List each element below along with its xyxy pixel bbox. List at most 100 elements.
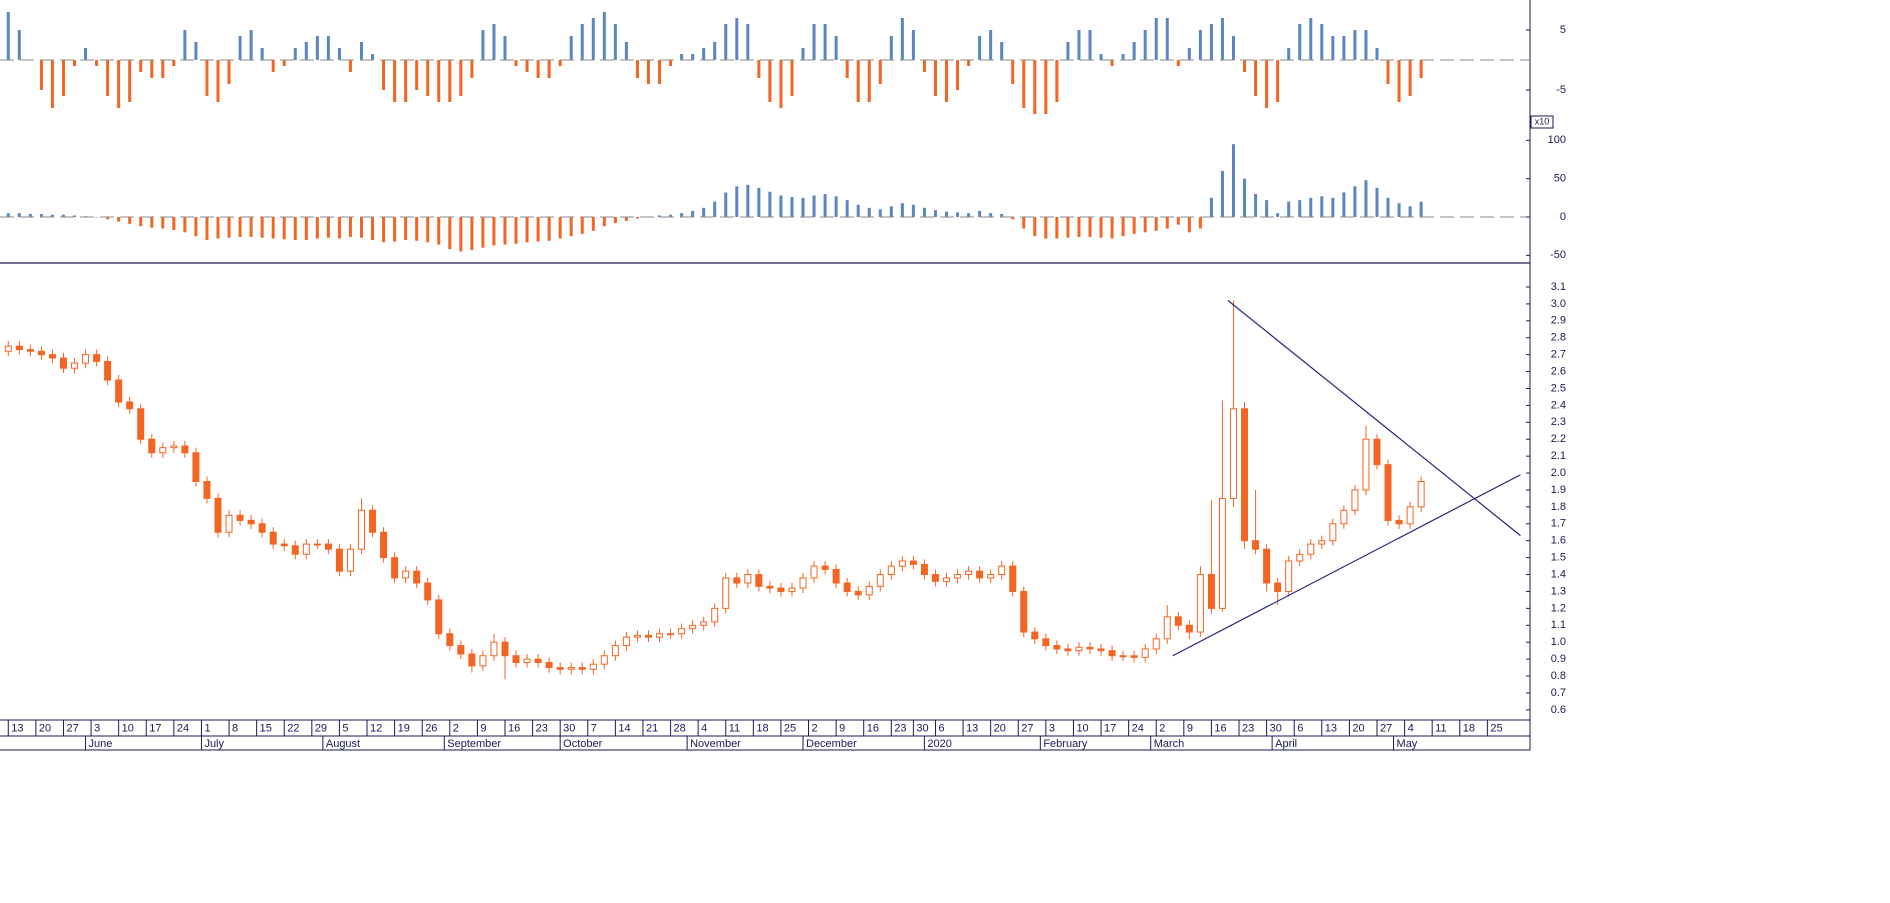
histogram-bar xyxy=(1419,60,1423,78)
histogram-bar xyxy=(1033,60,1037,114)
histogram-bar xyxy=(1331,36,1335,60)
histogram-bar xyxy=(1044,217,1048,239)
histogram-bar xyxy=(1088,217,1092,237)
x-tick-label: 13 xyxy=(966,722,978,734)
histogram-bar xyxy=(95,60,99,66)
y-tick-label: 2.9 xyxy=(1551,315,1566,327)
candle-body xyxy=(501,641,509,657)
histogram-bar xyxy=(1320,24,1324,60)
y-tick-label: 2.2 xyxy=(1551,433,1566,445)
x-tick-label: 17 xyxy=(1104,722,1116,734)
y-tick-label: 2.7 xyxy=(1551,349,1566,361)
candle-body xyxy=(1362,438,1370,491)
histogram-bar xyxy=(183,30,187,60)
histogram-bar xyxy=(315,36,319,60)
x-tick-label: 23 xyxy=(894,722,906,734)
histogram-bar xyxy=(889,206,893,217)
x-tick-label: 9 xyxy=(1187,722,1193,734)
histogram-bar xyxy=(514,60,518,66)
histogram-bar xyxy=(348,217,352,237)
x-tick-label: 28 xyxy=(674,722,686,734)
x-tick-label: 26 xyxy=(425,722,437,734)
histogram-bar xyxy=(967,213,971,217)
histogram-bar xyxy=(624,217,628,221)
histogram-bar xyxy=(6,213,10,217)
candle-body xyxy=(37,350,45,356)
histogram-bar xyxy=(978,36,982,60)
histogram-bar xyxy=(779,60,783,108)
histogram-bar xyxy=(61,60,65,96)
candle-body xyxy=(126,401,134,410)
histogram-bar xyxy=(282,60,286,66)
candle-body xyxy=(1020,590,1028,633)
histogram-bar xyxy=(713,201,717,217)
histogram-bar xyxy=(746,184,750,217)
candle-body xyxy=(931,574,939,582)
month-label: October xyxy=(563,738,602,750)
histogram-bar xyxy=(1099,54,1103,60)
candle-body xyxy=(490,641,498,657)
y-tick-label: 2.4 xyxy=(1551,399,1566,411)
histogram-bar xyxy=(558,217,562,239)
histogram-bar xyxy=(470,60,474,78)
histogram-bar xyxy=(337,217,341,239)
histogram-bar xyxy=(569,36,573,60)
candle-body xyxy=(733,577,741,584)
histogram-bar xyxy=(161,60,165,78)
candle-body xyxy=(192,452,200,483)
candle-body xyxy=(402,570,410,579)
histogram-bar xyxy=(1397,60,1401,102)
histogram-bar xyxy=(1331,197,1335,217)
candle-body xyxy=(644,634,652,638)
candle-body xyxy=(656,633,664,638)
histogram-bar xyxy=(1176,217,1180,225)
histogram-bar xyxy=(437,217,441,245)
candle-body xyxy=(1296,553,1304,562)
x-tick-label: 3 xyxy=(1049,722,1055,734)
candle-body xyxy=(104,360,112,381)
candle-body xyxy=(269,531,277,545)
candle-body xyxy=(755,574,763,587)
x-tick-label: 11 xyxy=(729,722,740,734)
x-tick-label: 7 xyxy=(591,722,597,734)
histogram-bar xyxy=(117,60,121,108)
histogram-bar xyxy=(812,195,816,217)
histogram-bar xyxy=(84,48,88,60)
candle-body xyxy=(479,655,487,667)
histogram-bar xyxy=(503,217,507,245)
candle-body xyxy=(876,574,884,587)
histogram-bar xyxy=(635,60,639,78)
histogram-bar xyxy=(50,60,54,108)
histogram-bar xyxy=(1044,60,1048,114)
histogram-bar xyxy=(757,60,761,78)
candle-body xyxy=(722,577,730,609)
candle-body xyxy=(998,565,1006,576)
candle-body xyxy=(622,636,630,647)
candle-body xyxy=(225,514,233,533)
candle-body xyxy=(1196,574,1204,633)
histogram-bar xyxy=(801,48,805,60)
histogram-bar xyxy=(249,30,253,60)
histogram-bar xyxy=(856,204,860,217)
histogram-bar xyxy=(139,60,143,72)
month-label: December xyxy=(806,738,857,750)
y-tick-label: 1.7 xyxy=(1551,518,1566,530)
month-label: September xyxy=(447,738,501,750)
histogram-bar xyxy=(1298,24,1302,60)
x-tick-label: 16 xyxy=(1214,722,1226,734)
histogram-bar xyxy=(1231,36,1235,60)
histogram-bar xyxy=(1243,60,1247,72)
histogram-bar xyxy=(304,42,308,60)
histogram-bar xyxy=(304,217,308,240)
candle-body xyxy=(4,345,12,352)
histogram-bar xyxy=(713,42,717,60)
histogram-bar xyxy=(1375,187,1379,217)
histogram-bar xyxy=(1187,48,1191,60)
candle-body xyxy=(633,634,641,638)
histogram-bar xyxy=(1298,200,1302,217)
scale-label-box xyxy=(1530,115,1554,129)
y-tick-label: 0.8 xyxy=(1551,670,1566,682)
candle-body xyxy=(1329,523,1337,542)
histogram-bar xyxy=(1220,18,1224,60)
